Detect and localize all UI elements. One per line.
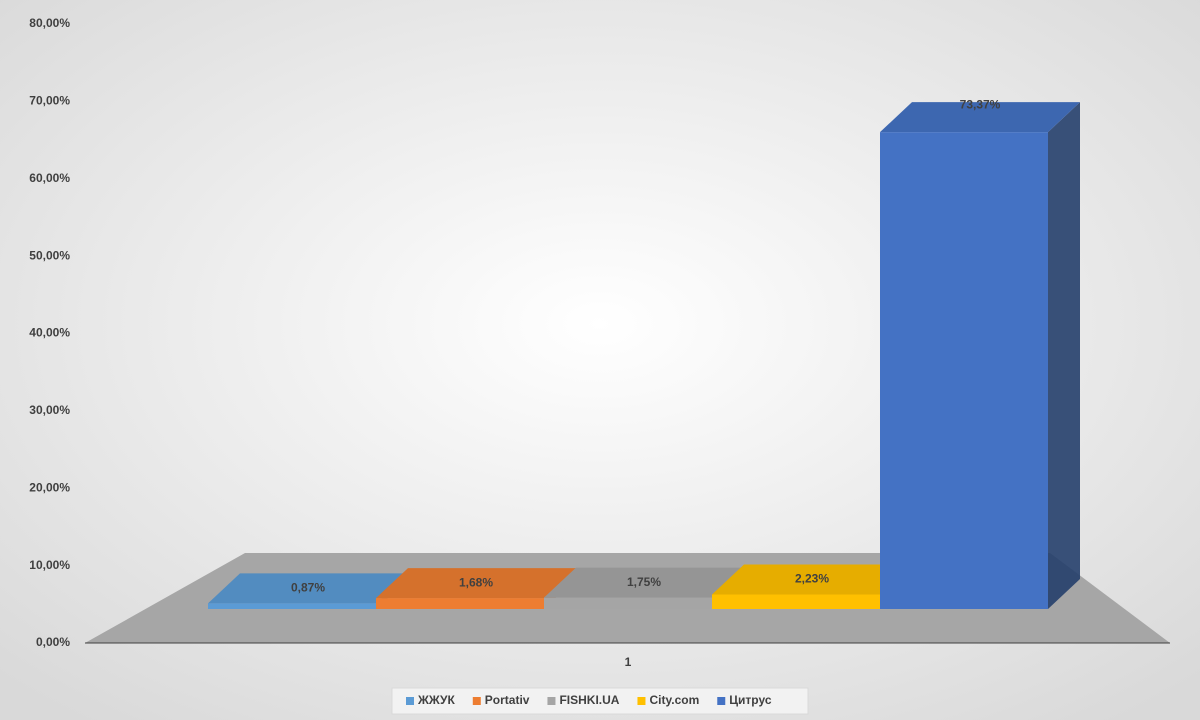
y-tick-label: 60,00% (29, 171, 70, 185)
legend-swatch (472, 697, 481, 705)
x-tick-label: 1 (625, 655, 632, 669)
bar (376, 598, 544, 609)
legend-label: FISHKI.UA (559, 693, 619, 707)
y-tick-label: 50,00% (29, 248, 70, 262)
bar-top (208, 573, 408, 604)
y-tick-label: 10,00% (29, 558, 70, 572)
y-tick-label: 80,00% (29, 16, 70, 30)
bar-top (376, 568, 576, 599)
legend-swatch (717, 697, 726, 705)
data-label: 2,23% (795, 572, 829, 586)
legend-label: ЖЖУК (417, 693, 455, 707)
legend-swatch (547, 697, 556, 705)
bar-top (880, 102, 1080, 133)
y-tick-label: 0,00% (36, 635, 70, 649)
legend-swatch (406, 697, 414, 705)
legend-label: Portativ (485, 693, 530, 707)
bar (544, 597, 712, 609)
legend-box (391, 687, 809, 715)
y-tick-label: 40,00% (29, 326, 70, 340)
y-tick-label: 20,00% (29, 480, 70, 494)
bar-side (1048, 102, 1080, 609)
bar-top (544, 567, 744, 598)
bar (880, 132, 1048, 609)
data-label: 0,87% (291, 581, 325, 595)
legend-label: Цитрус (729, 693, 772, 707)
data-label: 1,68% (459, 575, 493, 589)
bar (208, 603, 376, 609)
legend-swatch (637, 697, 646, 705)
y-tick-label: 70,00% (29, 94, 70, 108)
y-tick-label: 30,00% (29, 403, 70, 417)
data-label: 73,37% (960, 97, 1001, 111)
bar-top (712, 564, 912, 595)
data-label: 1,75% (627, 575, 661, 589)
legend-label: City.com (649, 693, 699, 707)
bar (712, 594, 880, 609)
